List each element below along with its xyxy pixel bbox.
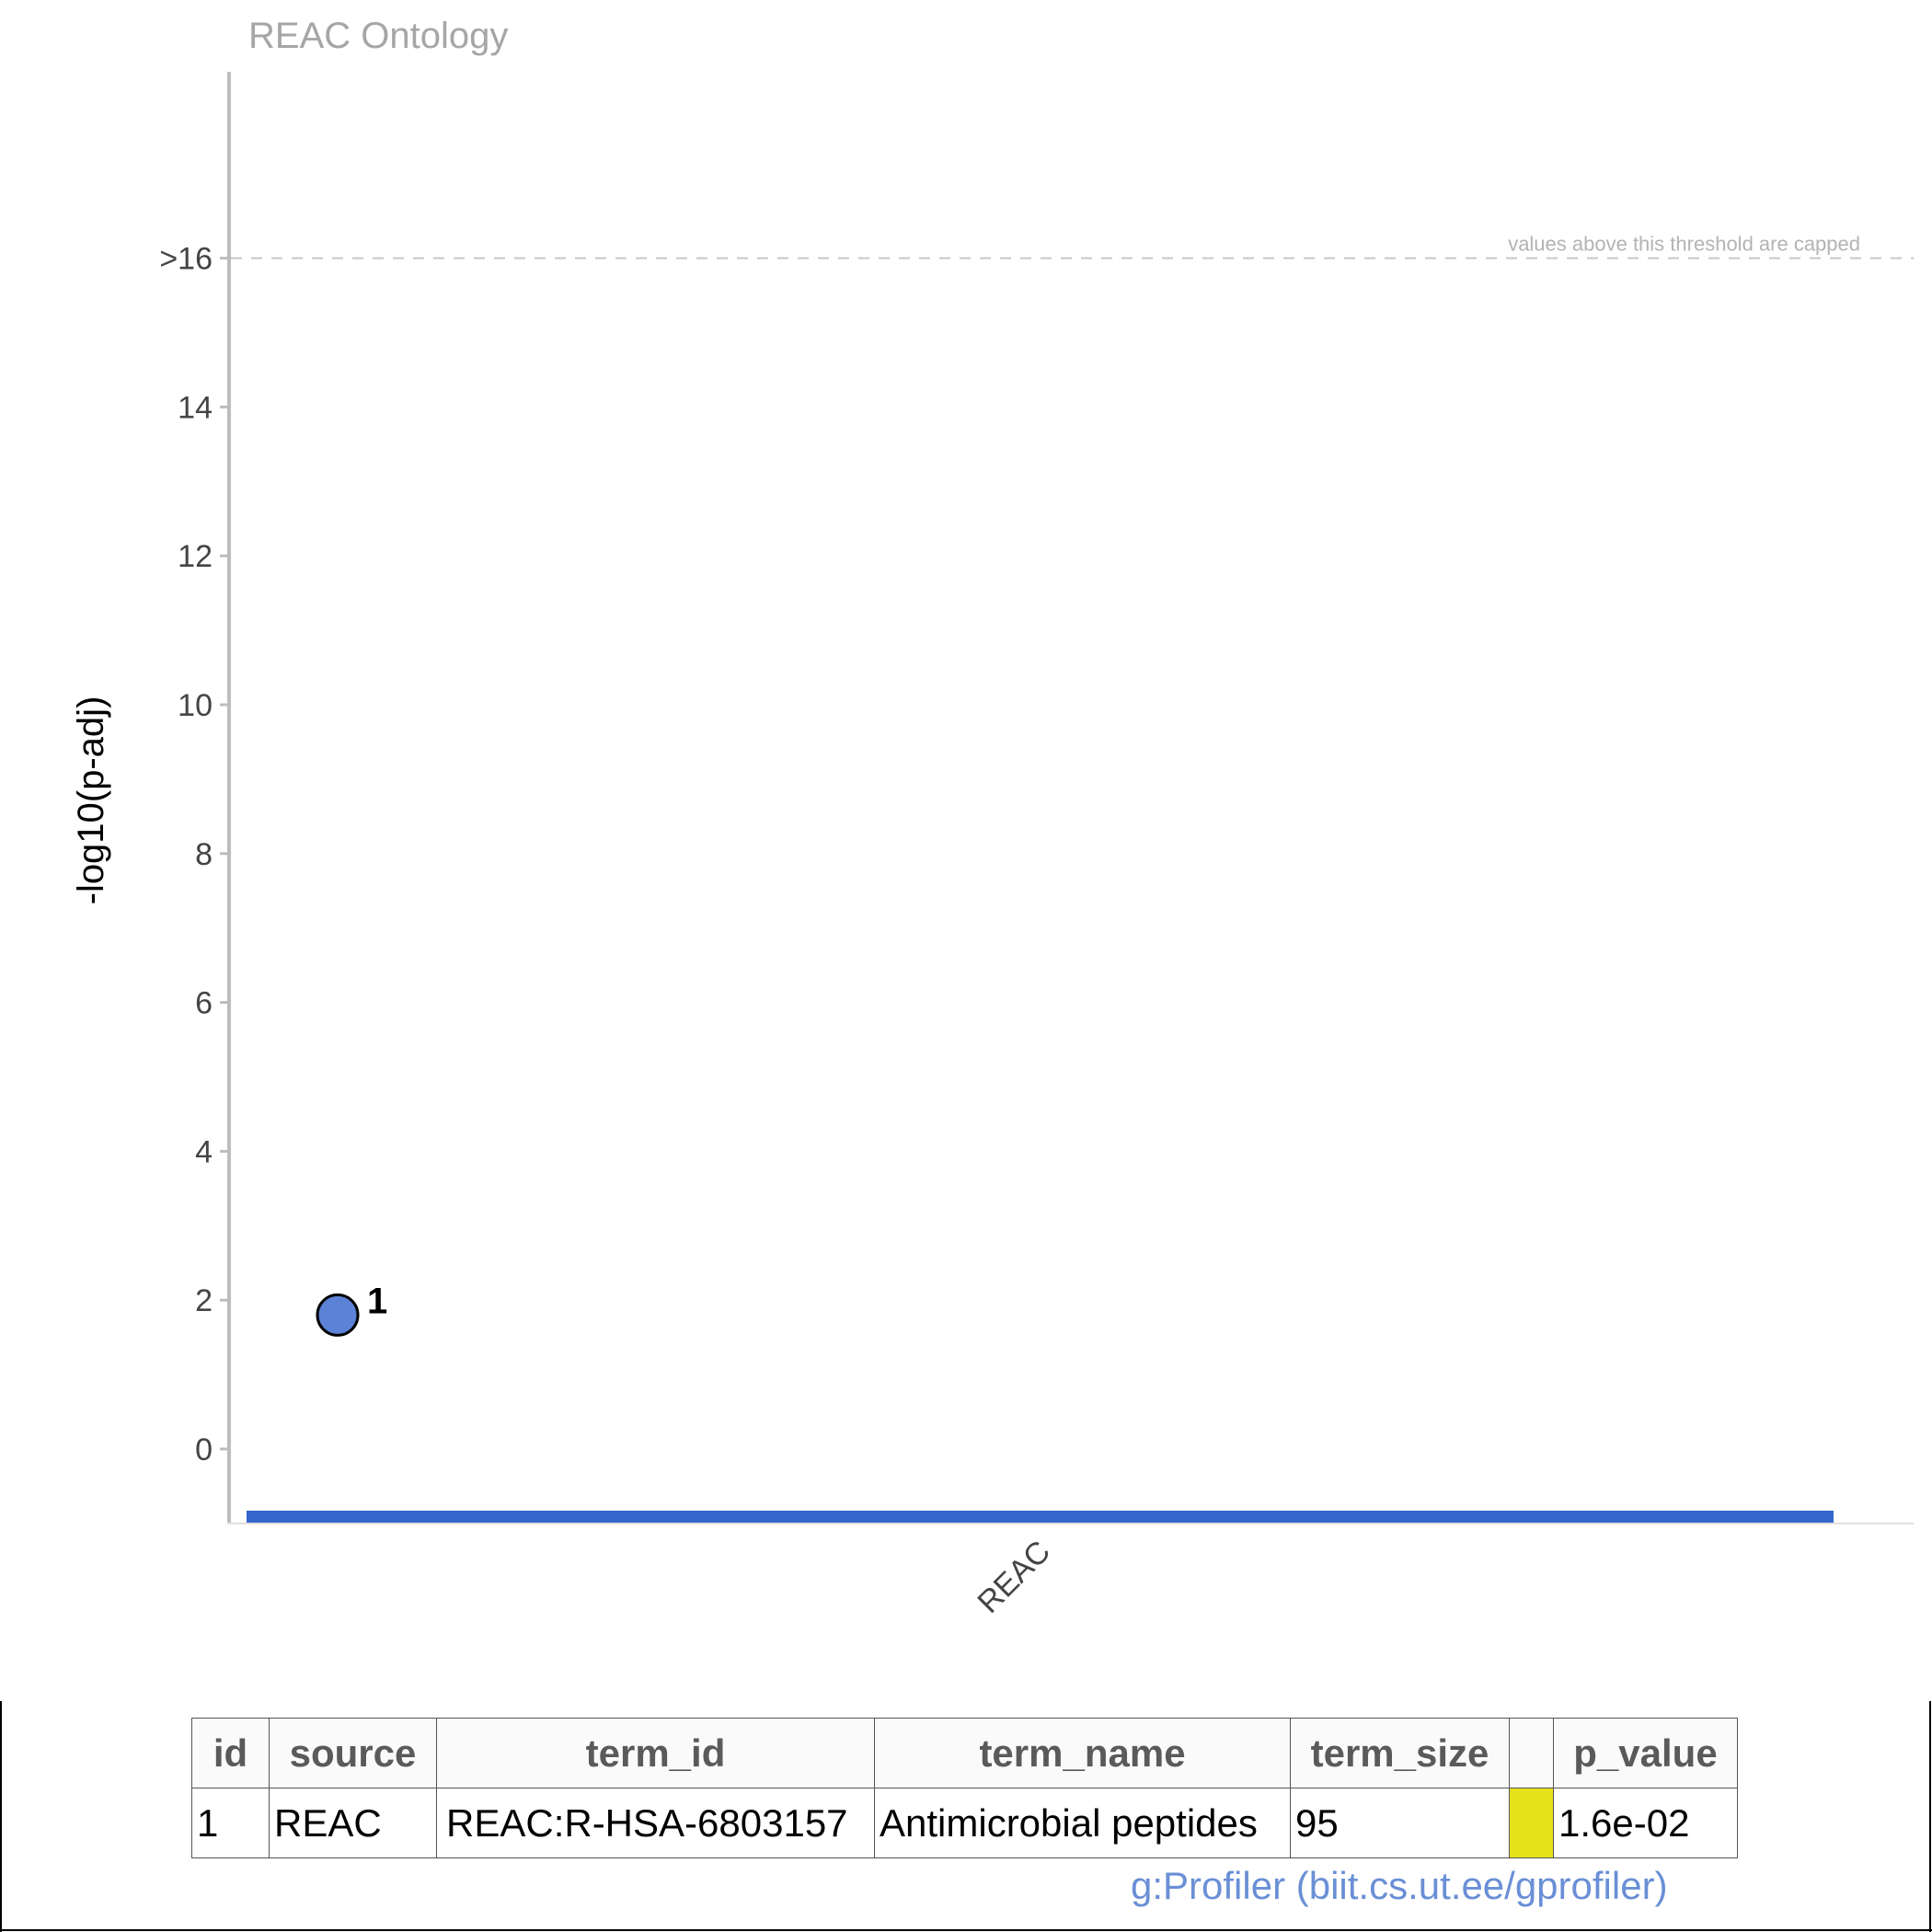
enrichment-chart: REAC Ontology -log10(p-adj) 0 2 4 6 8 10 12 14 >… [71,16,1914,1620]
data-point-label-1: 1 [367,1281,387,1321]
header-id: id [191,1718,270,1788]
header-term-id: term_id [436,1718,875,1788]
cell-p-value: 1.6e-02 [1553,1788,1738,1858]
cell-term-name: Antimicrobial peptides [874,1788,1291,1858]
cell-term-size: 95 [1290,1788,1510,1858]
cell-id: 1 [191,1788,270,1858]
y-tick-14-label: 14 [178,390,213,425]
frame-bottom-edge [0,1929,1932,1931]
data-point-1 [316,1293,360,1337]
table-row: 1 REAC REAC:R-HSA-6803157 Antimicrobial … [191,1788,1738,1858]
table-header-row: id source term_id term_name term_size p_… [191,1718,1738,1788]
y-tick-4-label: 4 [195,1134,213,1169]
chart-title: REAC Ontology [248,16,508,56]
y-tick-12-label: 12 [178,539,213,574]
results-table: id source term_id term_name term_size p_… [191,1718,1738,1858]
header-highlight [1509,1718,1554,1788]
y-tick-0-label: 0 [195,1432,213,1467]
gprofiler-credit: g:Profiler (biit.cs.ut.ee/gprofiler) [1131,1864,1668,1907]
frame-right-edge [1929,1701,1931,1932]
y-axis-label: -log10(p-adj) [71,696,111,905]
y-tick-10-label: 10 [178,688,213,723]
x-category-label: REAC [971,1534,1057,1620]
threshold-label: values above this threshold are capped [1508,233,1860,256]
y-tick-cap-label: >16 [159,242,213,277]
y-tick-8-label: 8 [195,837,213,872]
frame-left-edge [0,1701,2,1932]
header-p-value: p_value [1553,1718,1738,1788]
header-term-name: term_name [874,1718,1291,1788]
source-bar-reac [247,1511,1834,1523]
y-tick-2-label: 2 [195,1283,213,1318]
header-term-size: term_size [1290,1718,1510,1788]
cell-term-id: REAC:R-HSA-6803157 [436,1788,875,1858]
header-source: source [269,1718,437,1788]
cell-highlight-swatch [1509,1788,1554,1858]
cell-source: REAC [269,1788,437,1858]
y-tick-6-label: 6 [195,986,213,1021]
